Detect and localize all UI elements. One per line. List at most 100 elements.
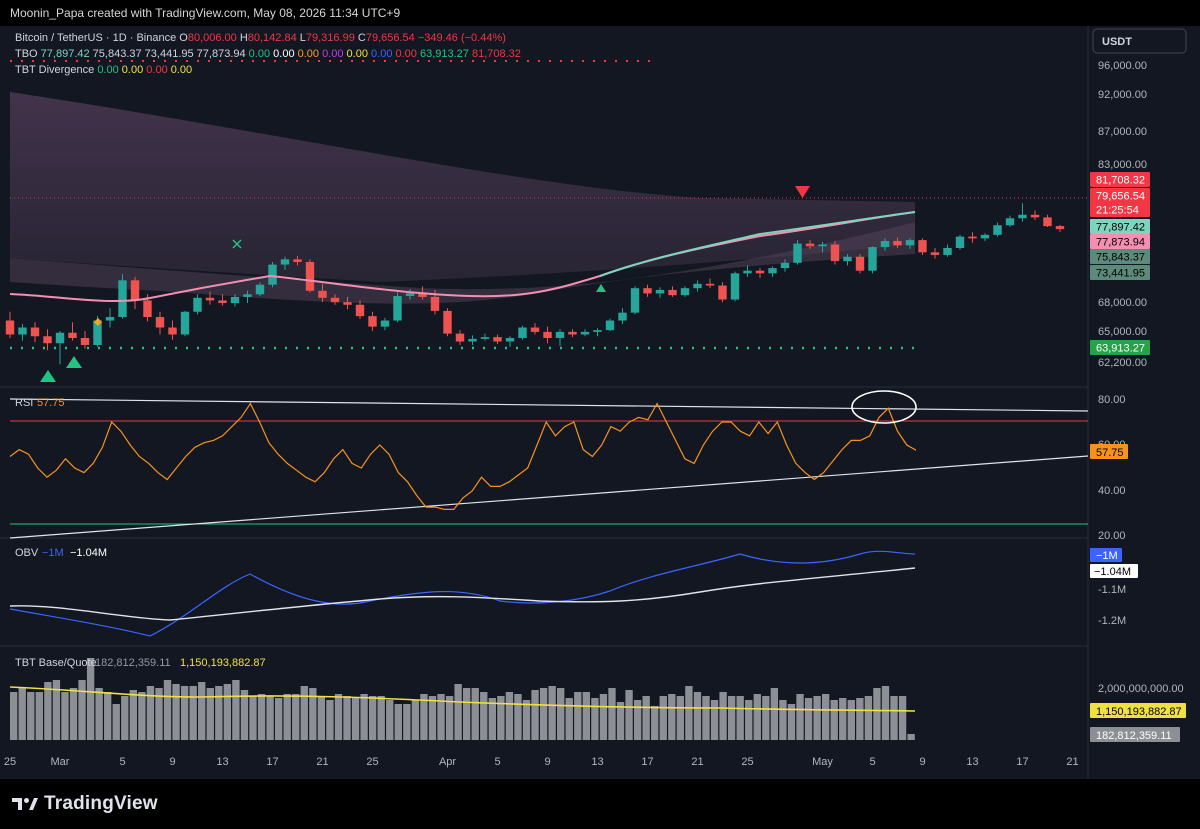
price-badge-text: 73,441.95 xyxy=(1096,268,1145,280)
candle xyxy=(5,311,15,338)
candle-body xyxy=(493,337,502,342)
divergence-value: 0.00 xyxy=(94,64,118,76)
candle-body xyxy=(943,247,952,255)
volume-bar xyxy=(454,684,462,740)
volume-bar xyxy=(839,698,847,740)
volume-bar xyxy=(394,704,402,740)
volume-bar xyxy=(27,692,35,740)
candle-body xyxy=(1043,217,1052,227)
volume-bar xyxy=(35,692,43,740)
candle xyxy=(368,311,377,332)
candle xyxy=(80,331,90,349)
price-axis-tick: 68,000.00 xyxy=(1098,297,1147,309)
candle-body xyxy=(355,304,365,317)
ohlc-label: O xyxy=(176,32,188,44)
candle-body xyxy=(1030,214,1040,218)
candle xyxy=(180,310,190,337)
divergence-value: 0.00 xyxy=(168,64,192,76)
time-axis-label: 17 xyxy=(1016,756,1028,768)
volume-bar xyxy=(753,694,761,740)
volume-bar xyxy=(488,698,496,740)
candle-body xyxy=(743,270,752,274)
volume-bar xyxy=(317,696,326,740)
tbo-label: TBO xyxy=(15,48,38,60)
candle-body xyxy=(1005,218,1015,226)
candle-body xyxy=(730,273,740,300)
candle xyxy=(330,294,340,305)
volume-bar xyxy=(155,688,163,740)
attribution-text: Moonin_Papa created with TradingView.com… xyxy=(10,6,401,20)
volume-bar xyxy=(539,688,548,740)
rsi-trendline-upper xyxy=(9,398,1089,412)
tbo-value: 73,441.95 xyxy=(142,48,194,60)
candle xyxy=(855,254,865,274)
candle-body xyxy=(43,336,52,344)
candle xyxy=(805,240,815,249)
volume-bar xyxy=(591,698,599,740)
candle xyxy=(605,318,615,332)
candlestick-series xyxy=(5,203,1065,365)
price-badge-bg xyxy=(1090,202,1150,217)
volume-bar xyxy=(787,704,796,740)
candle-body xyxy=(630,288,640,313)
ohlc-value: 79,316.99 xyxy=(306,32,355,44)
candle-body xyxy=(130,280,140,301)
candle-body xyxy=(693,283,702,289)
candle xyxy=(818,241,827,253)
volume-bar xyxy=(386,700,394,740)
volume-bar xyxy=(163,680,172,740)
attribution-bar: Moonin_Papa created with TradingView.com… xyxy=(0,0,1200,26)
candle xyxy=(730,271,740,302)
divergence-label: TBT Divergence xyxy=(15,64,94,76)
volume-bar xyxy=(548,686,556,740)
obv-ma-value-badge-text: −1.04M xyxy=(1094,566,1131,578)
candle xyxy=(1043,214,1052,228)
time-axis-label: May xyxy=(812,756,833,768)
price-badge-bg xyxy=(1090,249,1150,264)
tradingview-logo[interactable]: TradingView xyxy=(12,793,158,815)
tbo-value: 77,897.42 xyxy=(38,48,90,60)
time-axis-label: 9 xyxy=(544,756,550,768)
volume-bar xyxy=(873,688,881,740)
candle xyxy=(843,254,852,266)
candle xyxy=(568,329,577,338)
time-axis-label: 13 xyxy=(966,756,978,768)
candle xyxy=(55,331,65,365)
cross-marker xyxy=(232,239,242,249)
candle-body xyxy=(918,240,927,253)
tbo-value: 77,873.94 xyxy=(194,48,246,60)
volume-bar xyxy=(61,692,69,740)
candle-body xyxy=(118,280,127,318)
obv-legend-value: −1M xyxy=(42,547,64,559)
divergence-marker xyxy=(94,318,102,326)
price-badge-bg xyxy=(1090,234,1150,249)
candle-body xyxy=(680,288,690,296)
candle-body xyxy=(193,297,202,312)
price-badge-text: 75,843.37 xyxy=(1096,252,1145,264)
volume-bar xyxy=(719,692,727,740)
volume-bar xyxy=(198,682,206,740)
candle xyxy=(480,333,490,341)
volume-bar xyxy=(112,704,120,740)
candle xyxy=(655,287,665,298)
candle xyxy=(880,238,890,251)
candle xyxy=(493,334,502,345)
volume-bar xyxy=(557,688,565,740)
volume-bar xyxy=(565,698,573,740)
candle xyxy=(680,286,690,297)
candle-body xyxy=(393,296,402,321)
volume-bar xyxy=(668,694,676,740)
price-badge-text: 77,897.42 xyxy=(1096,222,1145,234)
volume-bar xyxy=(104,692,112,740)
time-axis-label: Apr xyxy=(439,756,456,768)
volume-bar xyxy=(146,686,155,740)
volume-bar xyxy=(633,700,642,740)
candle-body xyxy=(968,236,977,239)
candle-body xyxy=(655,289,665,294)
volume-bar xyxy=(804,698,813,740)
candle xyxy=(405,289,415,300)
rsi-line xyxy=(9,402,917,510)
price-badge-text: 21:25:54 xyxy=(1096,205,1139,217)
